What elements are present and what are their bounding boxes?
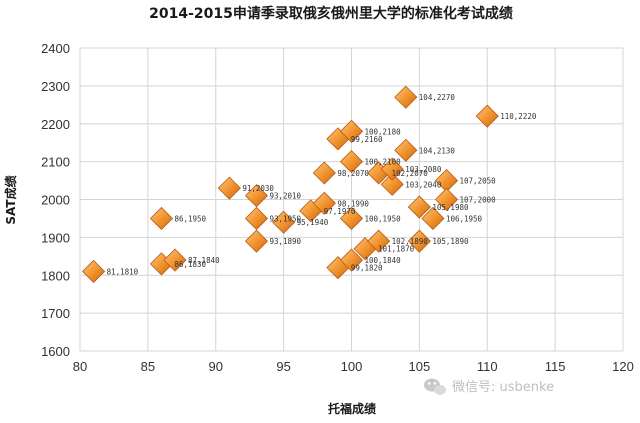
data-label: 99,1820 bbox=[351, 264, 383, 273]
data-point bbox=[82, 259, 106, 284]
y-tick-label: 1900 bbox=[41, 230, 70, 245]
data-label: 104,2270 bbox=[419, 93, 456, 102]
data-label: 91,2030 bbox=[242, 184, 274, 193]
y-tick-label: 2300 bbox=[41, 79, 70, 94]
data-point bbox=[244, 206, 269, 231]
data-point bbox=[339, 150, 364, 174]
y-tick-label: 1800 bbox=[41, 268, 70, 283]
data-point bbox=[339, 248, 364, 272]
x-tick-label: 85 bbox=[141, 359, 155, 374]
data-label: 105,1980 bbox=[432, 203, 469, 212]
data-point bbox=[421, 206, 445, 231]
data-point bbox=[475, 104, 499, 128]
data-point bbox=[380, 157, 404, 181]
data-point bbox=[163, 248, 187, 272]
data-label: 93,1950 bbox=[269, 214, 301, 223]
data-point bbox=[367, 229, 391, 253]
data-point bbox=[339, 119, 364, 143]
data-label: 86,1830 bbox=[174, 260, 206, 269]
watermark: 微信号: usbenke bbox=[424, 378, 554, 395]
data-label: 81,1810 bbox=[107, 267, 139, 276]
data-point bbox=[380, 172, 404, 196]
y-tick-label: 1600 bbox=[41, 344, 70, 359]
data-label: 98,2070 bbox=[337, 169, 369, 178]
y-tick-label: 2200 bbox=[41, 117, 70, 132]
data-point bbox=[312, 191, 336, 215]
data-label: 93,2010 bbox=[269, 192, 301, 201]
data-point bbox=[312, 161, 336, 185]
data-points bbox=[82, 85, 499, 284]
data-label: 106,1950 bbox=[446, 214, 483, 223]
data-point bbox=[149, 206, 174, 231]
x-tick-label: 120 bbox=[612, 359, 634, 374]
watermark-text: 微信号: usbenke bbox=[452, 380, 554, 395]
y-axis-title: SAT成绩 bbox=[3, 175, 18, 224]
x-tick-label: 110 bbox=[477, 359, 498, 374]
data-label: 102,2070 bbox=[392, 169, 429, 178]
data-point bbox=[394, 138, 418, 162]
data-point bbox=[217, 176, 241, 200]
data-label: 107,2000 bbox=[460, 196, 497, 205]
data-label: 100,1840 bbox=[365, 256, 402, 265]
data-label: 99,2160 bbox=[351, 135, 383, 144]
data-label: 97,1970 bbox=[324, 207, 356, 216]
data-label: 100,2100 bbox=[365, 158, 402, 167]
data-label: 86,1950 bbox=[174, 214, 206, 223]
data-point bbox=[394, 85, 418, 109]
data-label: 107,2050 bbox=[460, 177, 497, 186]
data-label: 110,2220 bbox=[500, 112, 537, 121]
data-point bbox=[407, 229, 431, 253]
x-tick-label: 90 bbox=[209, 359, 223, 374]
data-label: 98,1990 bbox=[337, 199, 369, 208]
data-point bbox=[434, 187, 459, 212]
data-label: 93,1890 bbox=[269, 237, 301, 246]
x-tick-label: 105 bbox=[409, 359, 431, 374]
data-label: 101,1870 bbox=[378, 245, 415, 254]
y-tick-label: 1700 bbox=[41, 306, 70, 321]
data-point bbox=[244, 229, 269, 253]
data-point bbox=[339, 206, 364, 231]
wechat-icon bbox=[424, 378, 446, 395]
x-tick-label: 100 bbox=[341, 359, 363, 374]
data-label: 100,1950 bbox=[365, 214, 402, 223]
y-tick-label: 2000 bbox=[41, 193, 70, 208]
y-tick-label: 2400 bbox=[41, 41, 70, 56]
x-tick-label: 80 bbox=[73, 359, 87, 374]
y-tick-label: 2100 bbox=[41, 155, 70, 170]
axis-ticks: 80 85 90 95 100 105 110 115 120 1600 1700 1800 1900 2… bbox=[41, 41, 634, 374]
data-point bbox=[244, 184, 269, 208]
data-label: 95,1940 bbox=[297, 218, 329, 227]
data-label: 105,1890 bbox=[432, 237, 469, 246]
x-tick-label: 115 bbox=[545, 359, 566, 374]
data-label: 104,2130 bbox=[419, 146, 456, 155]
grid bbox=[79, 47, 624, 352]
data-point bbox=[272, 210, 296, 234]
data-label: 103,2040 bbox=[405, 180, 442, 189]
chart-title: 2014-2015申请季录取俄亥俄州里大学的标准化考试成绩 bbox=[149, 5, 513, 22]
data-label: 100,2180 bbox=[365, 127, 402, 136]
data-label: 103,2080 bbox=[405, 165, 442, 174]
x-axis-title: 托福成绩 bbox=[328, 401, 376, 416]
data-label: 87,1840 bbox=[188, 256, 220, 265]
data-point bbox=[407, 195, 431, 219]
x-tick-label: 95 bbox=[276, 359, 290, 374]
data-label: 102,1890 bbox=[392, 237, 429, 246]
